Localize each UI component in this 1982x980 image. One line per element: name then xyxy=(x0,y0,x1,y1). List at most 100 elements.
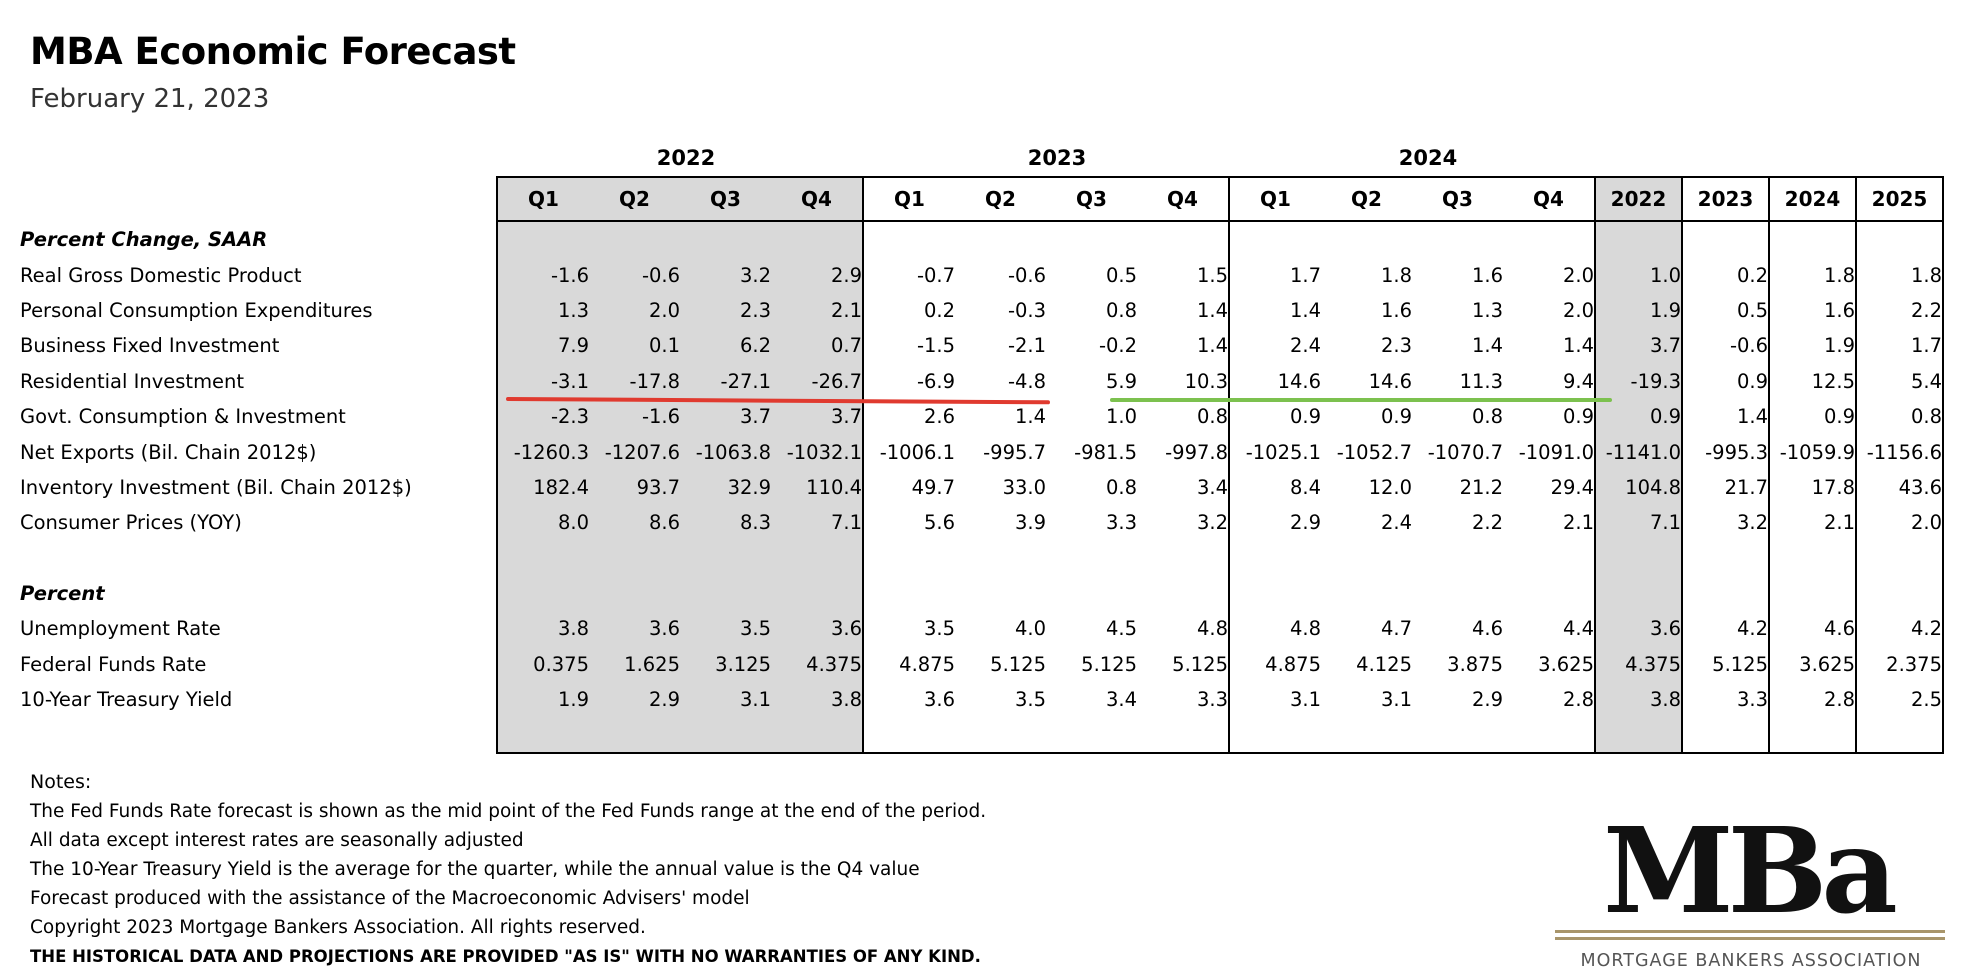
page-title: MBA Economic Forecast xyxy=(30,30,516,73)
empty-cell xyxy=(1137,717,1229,754)
empty-cell xyxy=(862,540,955,576)
table-row: Personal Consumption Expenditures 1.3 2.0 2… xyxy=(20,292,1944,329)
empty-cell xyxy=(1682,717,1770,754)
logo-rule-top xyxy=(1555,930,1945,933)
empty-cell xyxy=(771,717,863,754)
note-line: The 10-Year Treasury Yield is the averag… xyxy=(30,859,920,880)
value-cell: 93.7 xyxy=(589,469,680,506)
value-cell: 3.6 xyxy=(1594,611,1683,647)
value-cell: -4.8 xyxy=(1007,369,1046,393)
value-cell: 3.8 xyxy=(1594,682,1683,718)
row-label: Residential Investment xyxy=(20,369,245,393)
value-cell: 4.125 xyxy=(1356,652,1412,676)
note-line: All data except interest rates are seaso… xyxy=(30,830,524,851)
column-header: Q4 xyxy=(771,176,863,222)
value-cell: -0.2 xyxy=(1098,334,1137,358)
value-cell: 7.1 xyxy=(771,505,863,541)
value-cell: 4.6 xyxy=(1769,611,1857,647)
value-cell: 12.5 xyxy=(1769,363,1857,399)
section-heading-row: Percent Change, SAAR xyxy=(20,221,1944,258)
empty-cell xyxy=(955,576,1046,611)
value-cell: -0.6 xyxy=(1682,328,1770,364)
empty-cell xyxy=(1594,221,1683,258)
value-cell: -1052.7 xyxy=(1336,440,1412,464)
table-row: Business Fixed Investment 7.9 0.1 6.2 0.7 -1.… xyxy=(20,328,1944,364)
value-cell: 14.6 xyxy=(1368,369,1412,393)
row-label: 10-Year Treasury Yield xyxy=(20,688,233,712)
empty-cell xyxy=(1412,576,1503,611)
value-cell: 3.3 xyxy=(1105,511,1137,535)
value-cell: 1.9 xyxy=(1594,292,1683,329)
value-cell: 5.4 xyxy=(1856,363,1944,399)
value-cell: 2.1 xyxy=(1562,511,1594,535)
value-cell: 1.3 xyxy=(1471,298,1503,322)
forecast-date: February 21, 2023 xyxy=(30,84,270,114)
value-cell: 1.4 xyxy=(1562,334,1594,358)
value-cell: 1.6 xyxy=(1380,298,1412,322)
empty-cell xyxy=(1503,576,1595,611)
value-cell: 3.875 xyxy=(1447,652,1503,676)
value-cell: 1.7 xyxy=(1228,257,1321,293)
value-cell: 1.4 xyxy=(1471,334,1503,358)
value-cell: 3.6 xyxy=(862,682,955,718)
value-cell: 29.4 xyxy=(1550,475,1594,499)
value-cell: 2.9 xyxy=(1471,688,1503,712)
value-cell: 1.5 xyxy=(1196,263,1228,287)
column-header: Q1 xyxy=(862,176,955,222)
section-heading-row: Percent xyxy=(20,575,1944,612)
value-cell: 3.5 xyxy=(680,611,771,647)
empty-cell xyxy=(589,717,680,754)
empty-cell xyxy=(1321,576,1412,611)
value-cell: 33.0 xyxy=(1002,475,1046,499)
value-cell: -1207.6 xyxy=(589,434,680,470)
notes-heading: Notes: xyxy=(30,771,92,793)
table-row: Consumer Prices (YOY) 8.0 8.6 8.3 7.1 5.6 3.9 3… xyxy=(20,505,1944,541)
value-cell: -1059.9 xyxy=(1769,434,1857,470)
empty-cell xyxy=(1412,221,1503,257)
value-cell: 0.2 xyxy=(862,292,955,329)
value-cell: 1.9 xyxy=(1769,328,1857,364)
value-cell: 3.3 xyxy=(1196,688,1228,712)
value-cell: -0.7 xyxy=(862,257,955,293)
empty-cell xyxy=(680,717,771,754)
value-cell: -1091.0 xyxy=(1518,440,1594,464)
table-row: Inventory Investment (Bil. Chain 2012$) 1… xyxy=(20,469,1944,506)
bottom-padding-row xyxy=(20,717,1944,754)
empty-cell xyxy=(1228,717,1321,754)
value-cell: 3.7 xyxy=(680,398,771,435)
value-cell: 2.9 xyxy=(1228,505,1321,541)
value-cell: 4.8 xyxy=(1228,611,1321,647)
value-cell: -6.9 xyxy=(862,363,955,399)
value-cell: 3.6 xyxy=(771,611,863,647)
column-header: Q1 xyxy=(496,176,589,222)
notes-section: Notes: The Fed Funds Rate forecast is sh… xyxy=(30,768,986,971)
value-cell: 1.8 xyxy=(1380,263,1412,287)
value-cell: 14.6 xyxy=(1228,363,1321,399)
empty-cell xyxy=(1682,540,1770,576)
empty-cell xyxy=(1046,576,1137,611)
note-line: Copyright 2023 Mortgage Bankers Associat… xyxy=(30,917,646,938)
value-cell: -1.6 xyxy=(589,398,680,435)
value-cell: 1.0 xyxy=(1594,257,1683,293)
empty-cell xyxy=(1228,221,1321,258)
table-row: Residential Investment -3.1 -17.8 -27.1 -26.… xyxy=(20,363,1944,399)
value-cell: 8.4 xyxy=(1228,469,1321,506)
column-header: Q3 xyxy=(680,176,771,222)
value-cell: 17.8 xyxy=(1769,469,1857,506)
value-cell: 104.8 xyxy=(1594,469,1683,506)
empty-cell xyxy=(862,221,955,258)
value-cell: 4.375 xyxy=(1594,646,1683,683)
value-cell: -27.1 xyxy=(680,363,771,399)
empty-cell xyxy=(1412,717,1503,754)
value-cell: 1.7 xyxy=(1856,328,1944,364)
value-cell: 0.9 xyxy=(1380,405,1412,429)
logo-rule-bottom xyxy=(1555,937,1945,940)
column-header: 2024 xyxy=(1769,176,1857,222)
column-header: Q2 xyxy=(955,176,1046,222)
value-cell: 1.3 xyxy=(496,292,589,329)
value-cell: -981.5 xyxy=(1074,440,1137,464)
value-cell: 0.8 xyxy=(1471,405,1503,429)
spacer-label xyxy=(20,541,497,576)
value-cell: -995.3 xyxy=(1682,434,1770,470)
value-cell: 3.7 xyxy=(1594,328,1683,364)
